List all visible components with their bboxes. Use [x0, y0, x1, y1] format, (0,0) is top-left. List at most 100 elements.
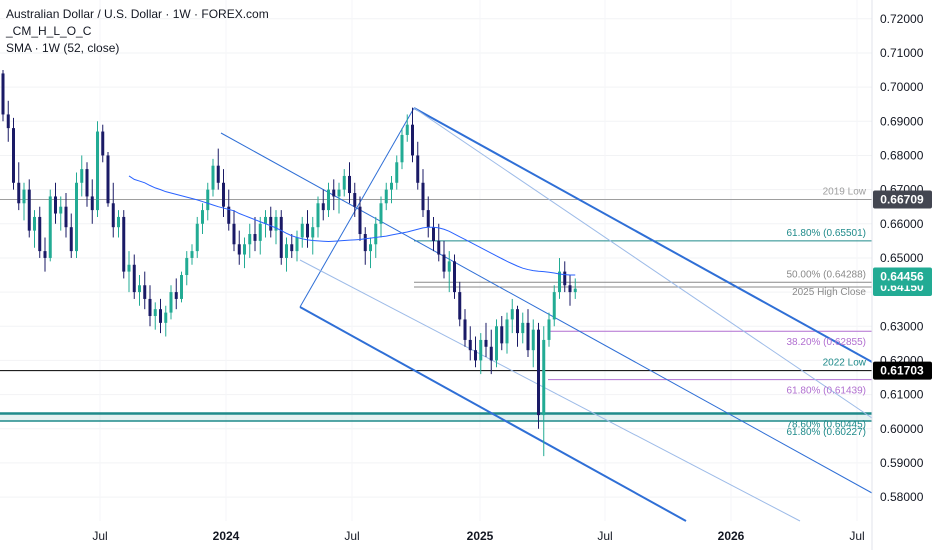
- y-tick-label: 0.70000: [880, 80, 924, 94]
- candle-body: [206, 189, 210, 211]
- candle-body: [290, 244, 294, 252]
- candle-body: [426, 210, 430, 228]
- level-label: 2019 Low: [823, 187, 867, 198]
- candle-body: [264, 216, 267, 224]
- channel-line: [299, 306, 687, 522]
- y-tick-label: 0.66000: [880, 217, 924, 231]
- level-label: 2025 High Close: [792, 287, 866, 298]
- candle-body: [279, 216, 283, 258]
- candle-body: [6, 114, 10, 129]
- candle-body: [327, 189, 330, 211]
- candle-body: [542, 339, 546, 416]
- candle-body: [12, 128, 15, 183]
- channel-line: [413, 107, 873, 419]
- candle-body: [369, 244, 372, 252]
- candle-body: [363, 234, 367, 252]
- y-tick-label: 0.59000: [880, 456, 924, 470]
- candle-body: [432, 227, 435, 241]
- y-tick-label: 0.58000: [880, 490, 924, 504]
- price-axis: 0.720000.710000.700000.690000.680000.670…: [880, 12, 924, 504]
- candle-body: [489, 346, 493, 361]
- candle-body: [421, 182, 425, 211]
- candle-body: [216, 165, 220, 183]
- candle-body: [405, 124, 409, 135]
- y-tick-label: 0.72000: [880, 12, 924, 26]
- y-tick-label: 0.65000: [880, 251, 924, 265]
- level-label: 78.60% (0.60445): [786, 420, 866, 431]
- candle-body: [253, 234, 257, 241]
- candle-body: [300, 223, 304, 238]
- candle-body: [27, 189, 31, 231]
- candle-body: [127, 264, 131, 272]
- candle-body: [395, 162, 399, 183]
- candle-body: [90, 196, 94, 211]
- candle-body: [111, 203, 115, 228]
- candle-body: [500, 326, 504, 344]
- candle-body: [54, 196, 57, 214]
- candle-body: [243, 244, 246, 255]
- candle-body: [122, 216, 126, 272]
- candle-body: [190, 251, 194, 258]
- y-tick-label: 0.60000: [880, 422, 924, 436]
- grid-layer: [0, 18, 872, 498]
- x-tick-label: Jul: [92, 529, 107, 543]
- candle-body: [232, 223, 236, 245]
- candle-body: [563, 271, 567, 286]
- x-tick-label: 2026: [718, 529, 745, 543]
- candle-body: [285, 244, 288, 258]
- level-label: 2022 Low: [823, 358, 867, 369]
- candle-body: [400, 134, 404, 163]
- candle-body: [80, 169, 84, 183]
- candle-body: [390, 182, 393, 190]
- y-tick-label: 0.69000: [880, 114, 924, 128]
- x-tick-label: Jul: [849, 529, 864, 543]
- candle-body: [447, 261, 451, 272]
- candle-body: [411, 124, 414, 156]
- candle-body: [138, 285, 141, 293]
- candle-body: [437, 240, 441, 255]
- candle-body: [101, 131, 105, 156]
- candle-body: [258, 223, 262, 241]
- x-tick-label: Jul: [597, 529, 612, 543]
- channel-line: [299, 107, 415, 308]
- candle-body: [531, 329, 535, 351]
- candle-body: [374, 223, 378, 245]
- candle-body: [237, 244, 241, 255]
- candle-body: [495, 326, 498, 361]
- price-badge-label: 0.64456: [880, 270, 924, 284]
- candle-body: [132, 264, 136, 293]
- candle-body: [521, 322, 525, 334]
- candle-body: [568, 285, 572, 293]
- candle-body: [148, 298, 152, 317]
- level-label: 61.80% (0.60227): [786, 427, 866, 438]
- time-axis: Jul 2024 Jul 2025 Jul 2026 Jul: [92, 529, 864, 543]
- candle-body: [59, 206, 63, 214]
- candle-body: [33, 216, 36, 231]
- candle-body: [342, 175, 346, 190]
- channel-line: [299, 259, 801, 522]
- candle-body: [353, 193, 357, 207]
- candle-body: [442, 254, 446, 272]
- candle-body: [474, 350, 477, 361]
- candle-body: [164, 312, 168, 323]
- x-tick-label: 2025: [467, 529, 494, 543]
- candle-body: [106, 155, 110, 204]
- y-tick-label: 0.63000: [880, 319, 924, 333]
- candle-body: [180, 275, 183, 299]
- candle-body: [295, 237, 299, 252]
- candle-body: [358, 206, 362, 235]
- sma-line: [128, 175, 576, 276]
- candle-body: [573, 288, 577, 293]
- y-tick-label: 0.68000: [880, 148, 924, 162]
- candle-body: [311, 227, 315, 238]
- candle-body: [85, 169, 89, 197]
- level-label: 50.00% (0.64288): [786, 269, 866, 280]
- candle-body: [64, 206, 68, 228]
- candle-body: [185, 257, 189, 276]
- candle-body: [222, 182, 225, 207]
- support-zone: [0, 413, 872, 422]
- level-label: 38.20% (0.62855): [786, 337, 866, 348]
- candle-body: [384, 189, 388, 204]
